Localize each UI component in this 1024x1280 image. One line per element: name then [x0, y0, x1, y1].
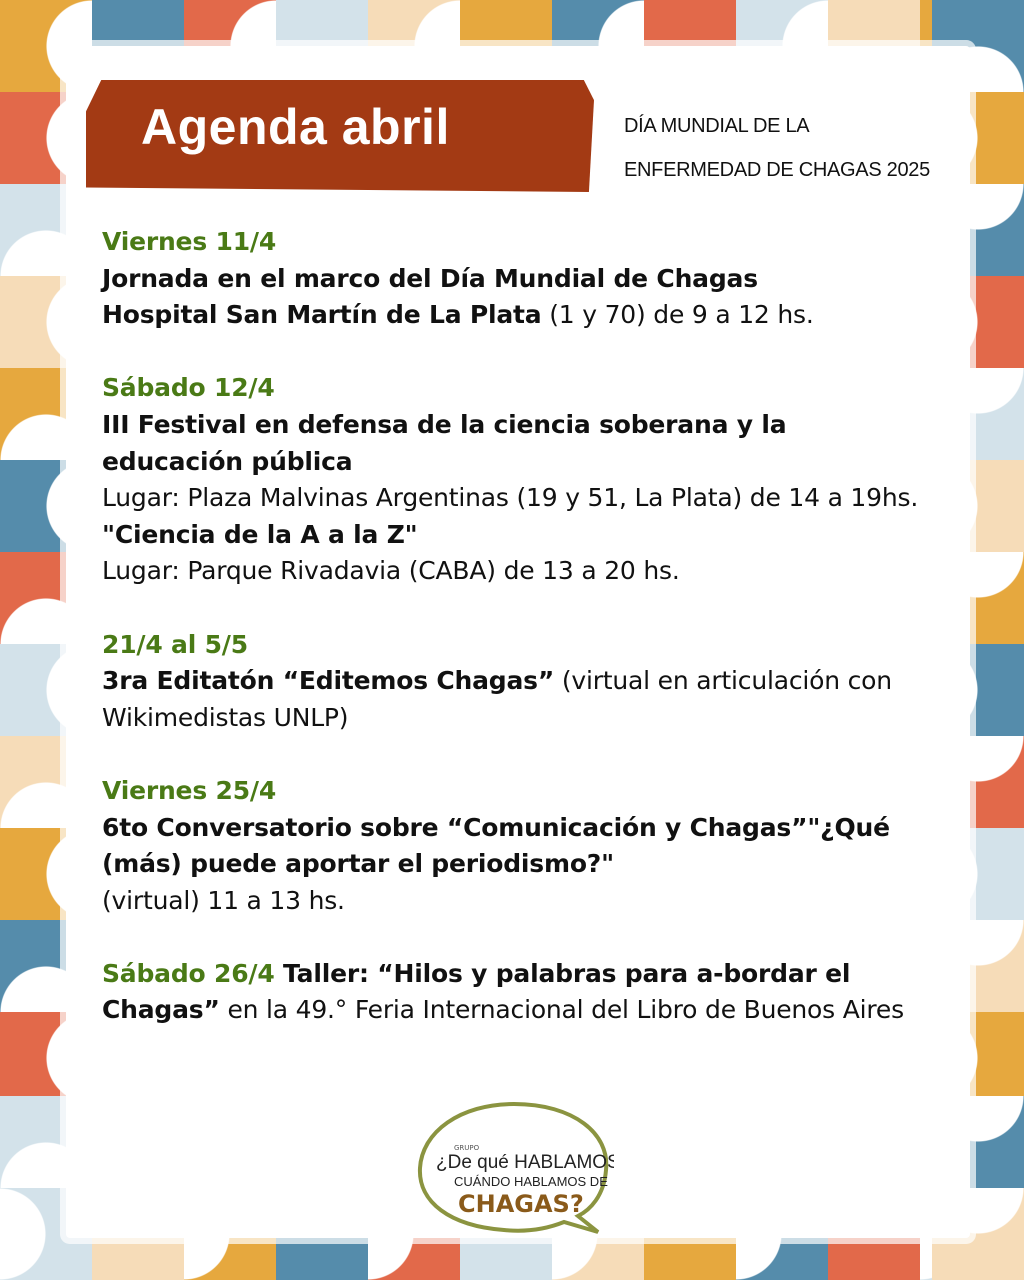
logo-small-text: GRUPO	[454, 1144, 480, 1152]
logo-line2: CUÁNDO HABLAMOS DE	[454, 1174, 608, 1189]
event-title-text: III Festival en defensa de la ciencia so…	[102, 409, 787, 476]
agenda-event: Sábado 12/4 III Festival en defensa de la…	[102, 370, 932, 590]
event-line: "Ciencia de la A a la Z"	[102, 517, 932, 554]
group-logo: GRUPO ¿De qué HABLAMOS CUÁNDO HABLAMOS D…	[417, 1101, 614, 1234]
event-line: Hospital San Martín de La Plata (1 y 70)…	[102, 297, 932, 334]
agenda-event: Sábado 26/4 Taller: “Hilos y palabras pa…	[102, 956, 932, 1029]
page-title: Agenda abril	[141, 99, 450, 155]
agenda-list: Viernes 11/4 Jornada en el marco del Día …	[102, 224, 932, 1066]
event-title-text: Taller: “Hilos y palabras para a-bordar …	[102, 958, 851, 1025]
event-title-text: Hospital San Martín de La Plata	[102, 300, 542, 330]
event-detail-text: (virtual) 11 a 13 hs.	[102, 885, 345, 915]
event-title-text: 3ra Editatón “Editemos Chagas”	[102, 666, 555, 696]
agenda-event: Viernes 25/4 6to Conversatorio sobre “Com…	[102, 773, 932, 919]
page-subtitle: DÍA MUNDIAL DE LA ENFERMEDAD DE CHAGAS 2…	[624, 104, 964, 192]
event-line: Taller: “Hilos y palabras para a-bordar …	[102, 959, 904, 1025]
event-line: 6to Conversatorio sobre “Comunicación y …	[102, 810, 932, 883]
event-date: Viernes 25/4	[102, 775, 277, 805]
subtitle-line: ENFERMEDAD DE CHAGAS 2025	[624, 159, 930, 181]
event-title-text: 6to Conversatorio sobre “Comunicación y …	[102, 812, 890, 879]
event-date: Sábado 12/4	[102, 373, 275, 403]
event-line: (virtual) 11 a 13 hs.	[102, 883, 932, 920]
logo-line3: CHAGAS?	[458, 1190, 584, 1218]
event-detail-text: (virtual en articulación con Wikimedista…	[102, 666, 892, 732]
event-line: 3ra Editatón “Editemos Chagas” (virtual …	[102, 663, 932, 736]
subtitle-line: DÍA MUNDIAL DE LA	[624, 115, 810, 137]
event-title-text: "Ciencia de la A a la Z"	[102, 519, 418, 549]
event-title-text: Jornada en el marco del Día Mundial de C…	[102, 263, 758, 293]
event-line: III Festival en defensa de la ciencia so…	[102, 407, 932, 480]
logo-line1: ¿De qué HABLAMOS	[436, 1152, 614, 1173]
event-line: Lugar: Parque Rivadavia (CABA) de 13 a 2…	[102, 553, 932, 590]
event-detail-text: en la 49.° Feria Internacional del Libro…	[219, 995, 904, 1025]
agenda-event: 21/4 al 5/5 3ra Editatón “Editemos Chagas…	[102, 627, 932, 737]
event-detail-text: Lugar: Parque Rivadavia (CABA) de 13 a 2…	[102, 556, 680, 586]
event-date: 21/4 al 5/5	[102, 629, 248, 659]
event-detail-text: Lugar: Plaza Malvinas Argentinas (19 y 5…	[102, 483, 919, 513]
agenda-event: Viernes 11/4 Jornada en el marco del Día …	[102, 224, 932, 334]
event-line: Lugar: Plaza Malvinas Argentinas (19 y 5…	[102, 480, 932, 517]
content-panel	[66, 46, 970, 1238]
event-date: Sábado 26/4	[102, 958, 275, 988]
event-detail-text: (1 y 70) de 9 a 12 hs.	[541, 300, 814, 330]
event-date: Viernes 11/4	[102, 227, 277, 256]
title-banner	[86, 80, 594, 192]
event-line: Jornada en el marco del Día Mundial de C…	[102, 261, 932, 298]
